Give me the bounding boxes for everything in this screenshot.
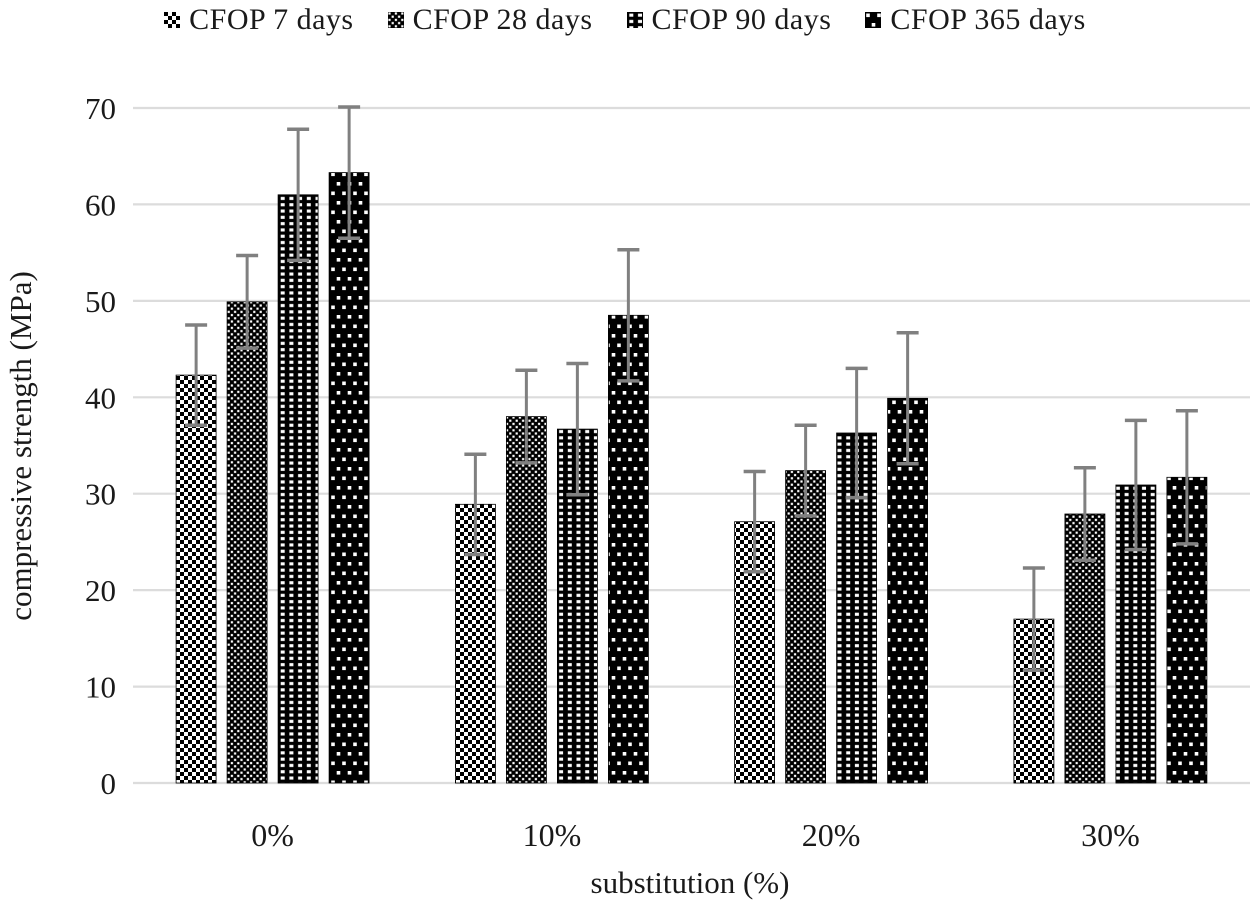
error-bars: [185, 105, 1198, 672]
error-bar-cfop-90-days-10: [566, 361, 589, 497]
x-tick-label-30: 30%: [1081, 817, 1140, 853]
legend-swatch-fine-checkerboard-icon: [164, 12, 181, 28]
error-bar-cfop-365-days-20: [896, 330, 919, 466]
y-tick-label-40: 40: [85, 380, 116, 415]
error-bar-cfop-7-days-20: [743, 469, 766, 574]
legend-label: CFOP 365 days: [890, 3, 1086, 36]
chart-legend: CFOP 7 days CFOP 28 days CFOP 90 days CFOP …: [0, 3, 1250, 37]
legend-item-cfop-365-days: CFOP 365 days: [865, 3, 1085, 37]
error-bar-cfop-365-days-30: [1175, 409, 1198, 546]
error-bar-cfop-90-days-0: [287, 127, 310, 263]
legend-item-cfop-7-days: CFOP 7 days: [164, 3, 353, 37]
y-axis-title: compressive strength (MPa): [3, 271, 38, 621]
y-tick-label-10: 10: [85, 670, 116, 705]
legend-swatch-dense-checker-weave-icon: [387, 12, 404, 28]
bar-cfop-7-days-0: [175, 374, 217, 784]
x-category-labels: 0% 10% 20% 30%: [251, 817, 1139, 853]
y-tick-label-0: 0: [101, 766, 117, 801]
y-tick-label-60: 60: [85, 187, 116, 222]
error-bar-cfop-28-days-0: [236, 253, 259, 350]
error-bar-cfop-28-days-10: [515, 368, 538, 465]
legend-label: CFOP 90 days: [651, 3, 832, 36]
error-bar-cfop-7-days-30: [1022, 566, 1045, 672]
y-tick-label-50: 50: [85, 284, 116, 319]
y-tick-label-70: 70: [85, 91, 116, 126]
x-tick-label-0: 0%: [251, 817, 294, 853]
error-bar-cfop-90-days-30: [1124, 418, 1147, 552]
x-tick-label-10: 10%: [523, 817, 582, 853]
legend-label: CFOP 28 days: [412, 3, 593, 36]
y-tick-label-30: 30: [85, 477, 116, 512]
error-bar-cfop-28-days-20: [794, 423, 817, 518]
bar-cfop-365-days-10: [608, 314, 649, 784]
error-bar-cfop-7-days-10: [464, 452, 487, 557]
bar-cfop-365-days-0: [328, 172, 370, 784]
bar-cfop-28-days-20: [785, 470, 826, 784]
bars: [175, 172, 1208, 784]
error-bar-cfop-7-days-0: [185, 323, 208, 428]
error-bar-cfop-365-days-0: [338, 105, 361, 240]
legend-item-cfop-28-days: CFOP 28 days: [387, 3, 593, 37]
bar-cfop-90-days-0: [277, 194, 319, 784]
gridlines: [133, 106, 1250, 785]
y-tick-labels: 0 10 20 30 40 50 60 70: [85, 91, 116, 801]
legend-swatch-sparse-white-dots-on-black-icon: [865, 12, 882, 28]
legend-item-cfop-90-days: CFOP 90 days: [626, 3, 832, 37]
bar-cfop-28-days-10: [505, 416, 547, 784]
y-tick-label-20: 20: [85, 573, 116, 608]
legend-swatch-white-dot-grid-on-black-icon: [626, 12, 643, 28]
x-axis-title: substitution (%): [591, 865, 790, 900]
error-bar-cfop-365-days-10: [617, 248, 640, 383]
bar-cfop-28-days-0: [226, 301, 268, 784]
error-bar-cfop-90-days-20: [845, 366, 868, 500]
error-bar-cfop-28-days-30: [1073, 465, 1096, 563]
legend-label: CFOP 7 days: [189, 3, 354, 36]
x-tick-label-20: 20%: [802, 817, 861, 853]
